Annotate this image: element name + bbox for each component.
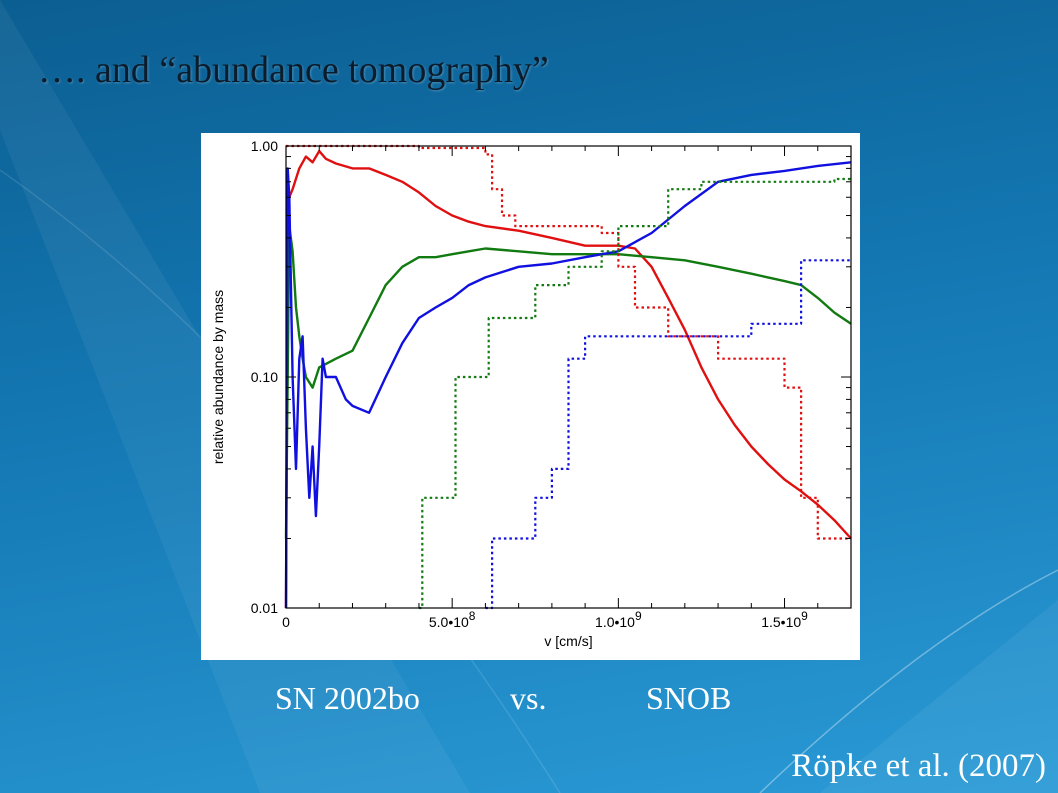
series-blue-dotted-line <box>485 259 851 610</box>
x-tick-label: 5.0•108 <box>429 609 476 630</box>
series-layer <box>284 144 852 610</box>
tick-layer: 0.01 0.10 1.00 0 5.0•108 1.0•109 1.5•109 <box>251 138 851 630</box>
caption-observed: SN 2002bo <box>275 680 420 716</box>
x-tick-label: 1.0•109 <box>595 609 642 630</box>
caption-model: SNOB <box>646 680 732 716</box>
abundance-chart: 0.01 0.10 1.00 0 5.0•108 1.0•109 1.5•109 v [cm… <box>210 138 852 649</box>
series-red-solid-line <box>284 149 852 609</box>
x-tick-label: 1.5•109 <box>761 609 808 630</box>
slide-title: …. and “abundance tomography” <box>38 49 549 91</box>
citation: Röpke et al. (2007) <box>791 748 1046 784</box>
y-axis-label: relative abundance by mass <box>210 290 226 464</box>
y-tick-label: 1.00 <box>251 138 278 154</box>
caption-vs: vs. <box>510 680 547 716</box>
x-axis-label: v [cm/s] <box>544 633 592 649</box>
abundance-plot: 0.01 0.10 1.00 0 5.0•108 1.0•109 1.5•109 v [cm… <box>201 133 860 660</box>
y-tick-label: 0.10 <box>251 369 278 385</box>
x-tick-label: 0 <box>282 614 290 630</box>
y-tick-label: 0.01 <box>251 600 278 616</box>
series-red-dotted-line <box>286 144 851 540</box>
series-blue-solid-line <box>284 161 852 609</box>
series-green-dotted-line <box>418 177 851 610</box>
